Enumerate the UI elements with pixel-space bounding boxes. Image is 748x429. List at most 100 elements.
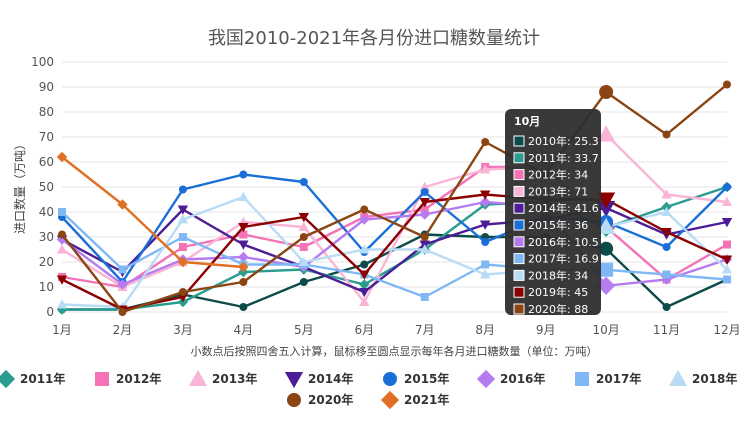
legend-marker[interactable]	[287, 393, 301, 407]
data-point[interactable]	[239, 170, 248, 179]
data-point[interactable]	[419, 198, 430, 208]
data-point[interactable]	[117, 199, 128, 210]
data-point[interactable]	[58, 230, 66, 239]
data-point[interactable]	[359, 296, 370, 306]
legend-marker[interactable]	[188, 369, 208, 386]
data-point[interactable]	[178, 288, 187, 296]
legend-item[interactable]: 2015年	[383, 371, 449, 386]
data-point[interactable]	[360, 260, 369, 269]
legend-marker[interactable]	[0, 369, 16, 389]
data-point[interactable]	[721, 264, 733, 274]
data-point[interactable]	[420, 233, 429, 241]
data-point[interactable]	[360, 205, 369, 214]
data-point[interactable]	[723, 183, 731, 191]
data-point[interactable]	[177, 293, 189, 303]
legend-marker[interactable]	[380, 390, 400, 410]
data-point[interactable]	[661, 206, 672, 216]
legend-item[interactable]: 2017年	[575, 371, 641, 386]
legend-item[interactable]: 2018年	[668, 369, 738, 386]
data-point[interactable]	[721, 255, 733, 265]
data-point[interactable]	[238, 223, 249, 233]
data-point[interactable]	[178, 233, 187, 241]
legend-item[interactable]: 2016年	[476, 369, 546, 389]
data-point[interactable]	[419, 244, 430, 254]
data-point[interactable]	[662, 243, 671, 251]
data-point[interactable]	[56, 275, 68, 285]
data-point[interactable]	[723, 275, 731, 284]
data-point[interactable]	[299, 243, 308, 251]
data-point[interactable]	[479, 190, 491, 200]
legend-marker[interactable]	[383, 372, 397, 386]
data-point[interactable]	[479, 220, 491, 230]
data-point[interactable]	[177, 214, 189, 224]
data-point[interactable]	[298, 221, 310, 231]
data-point[interactable]	[117, 279, 128, 290]
data-point[interactable]	[56, 151, 68, 163]
data-point[interactable]	[178, 243, 187, 251]
data-point[interactable]	[479, 196, 491, 208]
data-point[interactable]	[238, 240, 249, 250]
data-point[interactable]	[56, 299, 68, 309]
highlighted-point[interactable]	[599, 85, 614, 99]
highlighted-point[interactable]	[596, 201, 616, 218]
data-point[interactable]	[58, 208, 66, 216]
data-point[interactable]	[118, 308, 127, 316]
data-point[interactable]	[299, 278, 308, 286]
data-point[interactable]	[299, 233, 308, 241]
legend-item[interactable]: 2014年	[284, 371, 354, 389]
data-point[interactable]	[239, 278, 248, 286]
legend-marker[interactable]	[476, 369, 496, 389]
data-point[interactable]	[56, 234, 68, 245]
data-point[interactable]	[420, 188, 429, 196]
data-point[interactable]	[662, 270, 671, 279]
legend-marker[interactable]	[575, 372, 589, 386]
data-point[interactable]	[56, 244, 68, 254]
legend-marker[interactable]	[95, 372, 109, 386]
data-point[interactable]	[239, 230, 248, 239]
data-point[interactable]	[298, 213, 310, 223]
legend-marker[interactable]	[284, 372, 304, 389]
data-point[interactable]	[662, 303, 671, 311]
data-point[interactable]	[359, 214, 370, 225]
legend-marker[interactable]	[668, 369, 688, 386]
data-point[interactable]	[419, 181, 430, 191]
data-point[interactable]	[298, 256, 310, 266]
highlighted-point[interactable]	[599, 262, 614, 277]
data-point[interactable]	[238, 261, 249, 273]
highlighted-point[interactable]	[596, 192, 616, 209]
data-point[interactable]	[177, 256, 189, 268]
data-point[interactable]	[178, 185, 187, 194]
data-point[interactable]	[481, 138, 490, 146]
data-point[interactable]	[721, 218, 733, 228]
data-point[interactable]	[359, 244, 370, 254]
data-point[interactable]	[420, 293, 429, 301]
data-point[interactable]	[118, 265, 127, 274]
highlighted-point[interactable]	[596, 217, 616, 234]
data-point[interactable]	[359, 279, 370, 290]
legend-item[interactable]: 2020年	[287, 392, 353, 407]
highlighted-point[interactable]	[596, 276, 616, 295]
data-point[interactable]	[662, 130, 671, 139]
data-point[interactable]	[479, 269, 491, 279]
data-point[interactable]	[661, 274, 672, 285]
legend-item[interactable]: 2012年	[95, 371, 161, 386]
data-point[interactable]	[481, 238, 490, 246]
highlighted-point[interactable]	[596, 125, 616, 142]
data-point[interactable]	[723, 240, 731, 249]
highlighted-point[interactable]	[599, 241, 614, 256]
data-point[interactable]	[419, 209, 430, 220]
data-point[interactable]	[177, 205, 189, 215]
data-point[interactable]	[239, 303, 248, 311]
data-point[interactable]	[299, 178, 308, 186]
data-point[interactable]	[238, 251, 249, 263]
data-point[interactable]	[723, 80, 731, 89]
data-point[interactable]	[661, 228, 672, 238]
data-point[interactable]	[238, 191, 249, 201]
data-point[interactable]	[481, 260, 490, 269]
data-point[interactable]	[479, 164, 491, 174]
legend-item[interactable]: 2013年	[188, 369, 258, 386]
data-point[interactable]	[359, 288, 370, 298]
legend-item[interactable]: 2011年	[0, 369, 65, 389]
data-point[interactable]	[721, 196, 733, 206]
legend-item[interactable]: 2021年	[380, 390, 450, 410]
